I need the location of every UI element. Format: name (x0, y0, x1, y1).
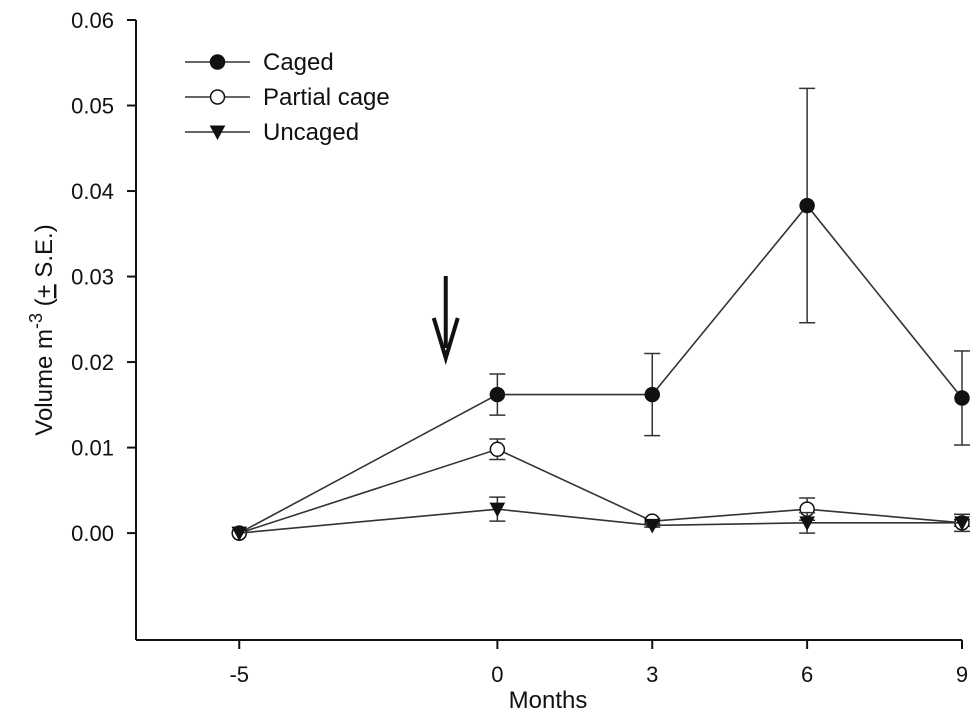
y-axis-title: Volume m-3 (+ S.E.) (26, 224, 58, 435)
y-tick-label: 0.05 (71, 94, 114, 119)
legend-item-caged: Caged (185, 49, 334, 76)
legend-label: Uncaged (263, 119, 359, 146)
series-partial-cage (231, 438, 970, 541)
data-point (644, 386, 660, 403)
x-tick-label: 0 (491, 662, 503, 687)
x-tick-label: 9 (956, 662, 968, 687)
x-axis-title: Months (509, 687, 588, 714)
data-point (489, 502, 506, 518)
y-tick-label: 0.02 (71, 350, 114, 375)
data-point (954, 390, 970, 406)
legend-item-partial-cage: Partial cage (185, 84, 390, 111)
annotation-arrow (431, 276, 460, 365)
series-uncaged (231, 496, 970, 542)
y-tick-label: 0.00 (71, 521, 114, 546)
y-axis-ticks: 0.00 0.01 0.02 0.03 0.04 0.05 0.06 (71, 8, 136, 546)
x-axis-ticks: -5 0 3 6 9 (229, 640, 968, 687)
legend-label: Caged (263, 49, 334, 76)
data-point (954, 516, 970, 531)
y-tick-label: 0.01 (71, 436, 114, 461)
data-point (799, 197, 815, 214)
series-line (238, 204, 963, 534)
arrow-head (431, 317, 460, 365)
legend: Caged Partial cage Uncaged (185, 49, 390, 146)
data-point (489, 441, 506, 458)
x-tick-label: 6 (801, 662, 813, 687)
series-layer (231, 87, 970, 542)
y-tick-label: 0.04 (71, 179, 114, 204)
x-tick-label: -5 (229, 662, 249, 687)
x-tick-label: 3 (646, 662, 658, 687)
plot-area: 0.00 0.01 0.02 0.03 0.04 0.05 0.06 -5 0 3 6 9 (71, 8, 970, 687)
legend-item-uncaged: Uncaged (185, 119, 359, 146)
legend-label: Partial cage (263, 84, 390, 111)
y-tick-label: 0.06 (71, 8, 114, 33)
legend-marker (209, 54, 226, 70)
data-point (644, 518, 661, 534)
data-point (231, 526, 248, 542)
data-point (489, 386, 506, 403)
legend-marker (209, 89, 226, 105)
series-caged (231, 87, 970, 541)
y-tick-label: 0.03 (71, 265, 114, 290)
data-point (799, 516, 815, 531)
legend-marker (209, 125, 226, 141)
